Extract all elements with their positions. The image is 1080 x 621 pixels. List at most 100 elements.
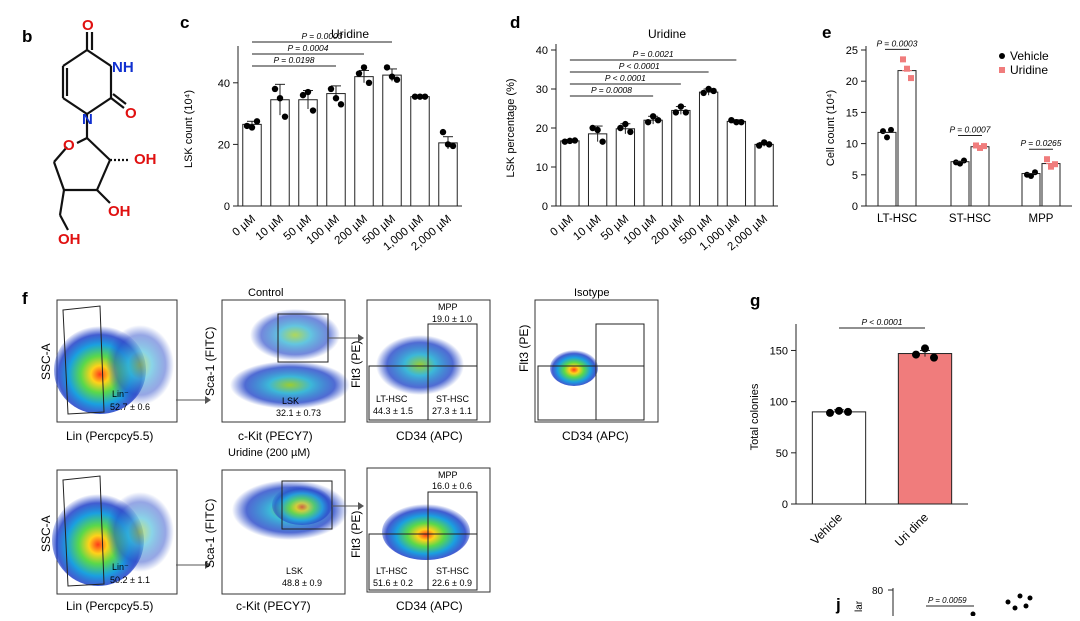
chart-d-point xyxy=(738,118,745,126)
chart-d-point xyxy=(649,113,657,120)
panel-label-e: e xyxy=(822,23,831,42)
chart-d-point xyxy=(561,138,569,145)
flow-r2-st-value: 22.6 ± 0.9 xyxy=(432,578,472,588)
flow-r2-lt: LT-HSC xyxy=(376,566,408,576)
chart-e-bar-vehicle xyxy=(950,161,970,207)
chart-e-y-tick-label: 5 xyxy=(852,170,858,182)
chart-e-point-vehicle xyxy=(888,126,894,133)
chart-d-pvalue: P < 0.0001 xyxy=(619,61,660,71)
atom-o-right: O xyxy=(125,105,137,122)
chart-c-point xyxy=(388,73,396,80)
chart-c-point xyxy=(248,124,256,131)
chart-e-point-vehicle xyxy=(961,157,967,164)
chart-c-title: Uridine xyxy=(331,27,369,41)
panel-label-j: j xyxy=(835,595,841,614)
chart-g-y-label: Total colonies xyxy=(749,383,761,450)
panel-label-c: c xyxy=(180,13,189,32)
chart-d-y-tick-label: 40 xyxy=(536,45,548,57)
chart-d-point xyxy=(622,120,629,128)
chart-e-point-uridine xyxy=(1044,156,1050,163)
atom-nh: NH xyxy=(112,59,134,76)
chart-c-point xyxy=(411,93,419,100)
flow-r1-lin-ylabel: SSC-A xyxy=(39,343,53,380)
chart-c-point xyxy=(243,122,251,130)
chart-d-point xyxy=(644,118,652,126)
chart-g-bar xyxy=(811,411,867,505)
chart-c-pvalue: P = 0.0198 xyxy=(273,55,314,65)
chart-d-bar xyxy=(615,128,636,207)
chart-d-point xyxy=(677,103,685,110)
flow-r2-hsc-xlabel: CD34 (APC) xyxy=(396,599,463,613)
chart-e-point-uridine xyxy=(904,65,910,72)
flow-isotype-plot: Flt3 (PE) CD34 (APC) xyxy=(517,299,659,443)
chart-c-point xyxy=(327,85,335,93)
chart-e-point-uridine xyxy=(1052,161,1058,168)
flow-r1-lsk-ylabel: Sca-1 (FITC) xyxy=(203,327,217,396)
chart-e-y-tick-label: 15 xyxy=(846,107,858,119)
chart-c-y-label: LSK count (10⁴) xyxy=(183,90,195,168)
chart-j-pvalue: P = 0.0059 xyxy=(928,596,967,605)
flow-r2-lin-gate: Lin⁻ xyxy=(112,562,129,572)
chart-c-bar xyxy=(382,74,402,207)
chart-d-point xyxy=(617,124,624,132)
flow-iso-xlabel: CD34 (APC) xyxy=(562,429,629,443)
flow-r2-lsk-xlabel: c-Kit (PECY7) xyxy=(236,599,311,613)
chart-e-y-tick-label: 0 xyxy=(852,201,858,213)
chart-e-y-tick-label: 20 xyxy=(846,76,858,88)
chart-j-points xyxy=(970,593,1033,617)
flow-iso-ylabel: Flt3 (PE) xyxy=(517,325,531,372)
chart-d-point xyxy=(627,128,634,136)
flow-r1-lin-gate: Lin⁻ xyxy=(112,389,129,399)
flow-control-label: Control xyxy=(248,287,283,299)
flow-r1-mpp-value: 19.0 ± 1.0 xyxy=(432,314,472,324)
chart-e-legend-marker-vehicle xyxy=(999,53,1005,59)
chart-e-point-vehicle xyxy=(884,134,890,141)
chart-c-point xyxy=(337,101,345,108)
chart-g-point xyxy=(921,344,929,353)
flow-r1-lsk-plot: LSK 32.1 ± 0.73 Sca-1 (FITC) c-Kit (PECY… xyxy=(203,299,350,443)
chart-e-legend-marker-uridine xyxy=(999,67,1005,73)
flow-r2-lin-plot: Lin⁻ 50.2 ± 1.1 SSC-A Lin (Percpcy5.5) xyxy=(39,469,178,613)
chart-e-y-label: Cell count (10⁴) xyxy=(825,90,837,166)
flow-r1-st: ST-HSC xyxy=(436,394,470,404)
chart-g-x-tick-label: Uri dine xyxy=(892,510,931,549)
chart-c-point xyxy=(383,64,391,71)
chart-e-x-tick-label: MPP xyxy=(1029,213,1054,225)
chart-d-pvalue: P = 0.0021 xyxy=(633,49,674,59)
chart-d-pvalue: P < 0.0001 xyxy=(605,73,646,83)
flow-r1-lsk-gate: LSK xyxy=(282,396,299,406)
chart-j-point xyxy=(1027,595,1033,601)
panel-label-d: d xyxy=(510,13,520,32)
chart-e-x-tick-label: LT-HSC xyxy=(877,213,917,225)
chart-d-bar xyxy=(726,120,747,207)
chart-g-bar xyxy=(897,353,953,505)
chart-e-point-uridine xyxy=(981,143,987,150)
chart-d-bar xyxy=(643,119,663,207)
chart-d-bar xyxy=(754,143,774,207)
flow-r2-hsc-plot: MPP 16.0 ± 0.6 LT-HSC 51.6 ± 0.2 ST-HSC … xyxy=(349,467,491,613)
flow-r1-mpp: MPP xyxy=(438,302,458,312)
chart-e-point-uridine xyxy=(1048,163,1054,170)
chart-c-y-tick-label: 40 xyxy=(218,78,230,90)
chart-c-point xyxy=(421,93,429,100)
chart-c-y-tick-label: 20 xyxy=(218,139,230,151)
flow-r2-lin-xlabel: Lin (Percpcy5.5) xyxy=(66,599,153,613)
chart-d-point xyxy=(760,139,768,146)
chart-j-point xyxy=(1023,603,1029,609)
chart-c-point xyxy=(449,142,457,150)
chart-e-point-vehicle xyxy=(1028,173,1034,180)
chart-e-point-vehicle xyxy=(880,128,886,135)
chart-j-point xyxy=(1017,593,1023,599)
uridine-structure xyxy=(52,32,130,231)
chart-c-point xyxy=(360,64,368,71)
chart-c-bar xyxy=(410,96,430,207)
chart-e-pvalue: P = 0.0007 xyxy=(949,124,990,134)
flow-isotype-label: Isotype xyxy=(574,287,609,299)
flow-r1-hsc-xlabel: CD34 (APC) xyxy=(396,429,463,443)
flow-r1-hsc-ylabel: Flt3 (PE) xyxy=(349,341,363,388)
chart-d-point xyxy=(728,117,735,124)
chart-e-point-uridine xyxy=(977,144,983,151)
flow-r2-lin-ylabel: SSC-A xyxy=(39,515,53,552)
chart-d-bar xyxy=(671,109,691,207)
